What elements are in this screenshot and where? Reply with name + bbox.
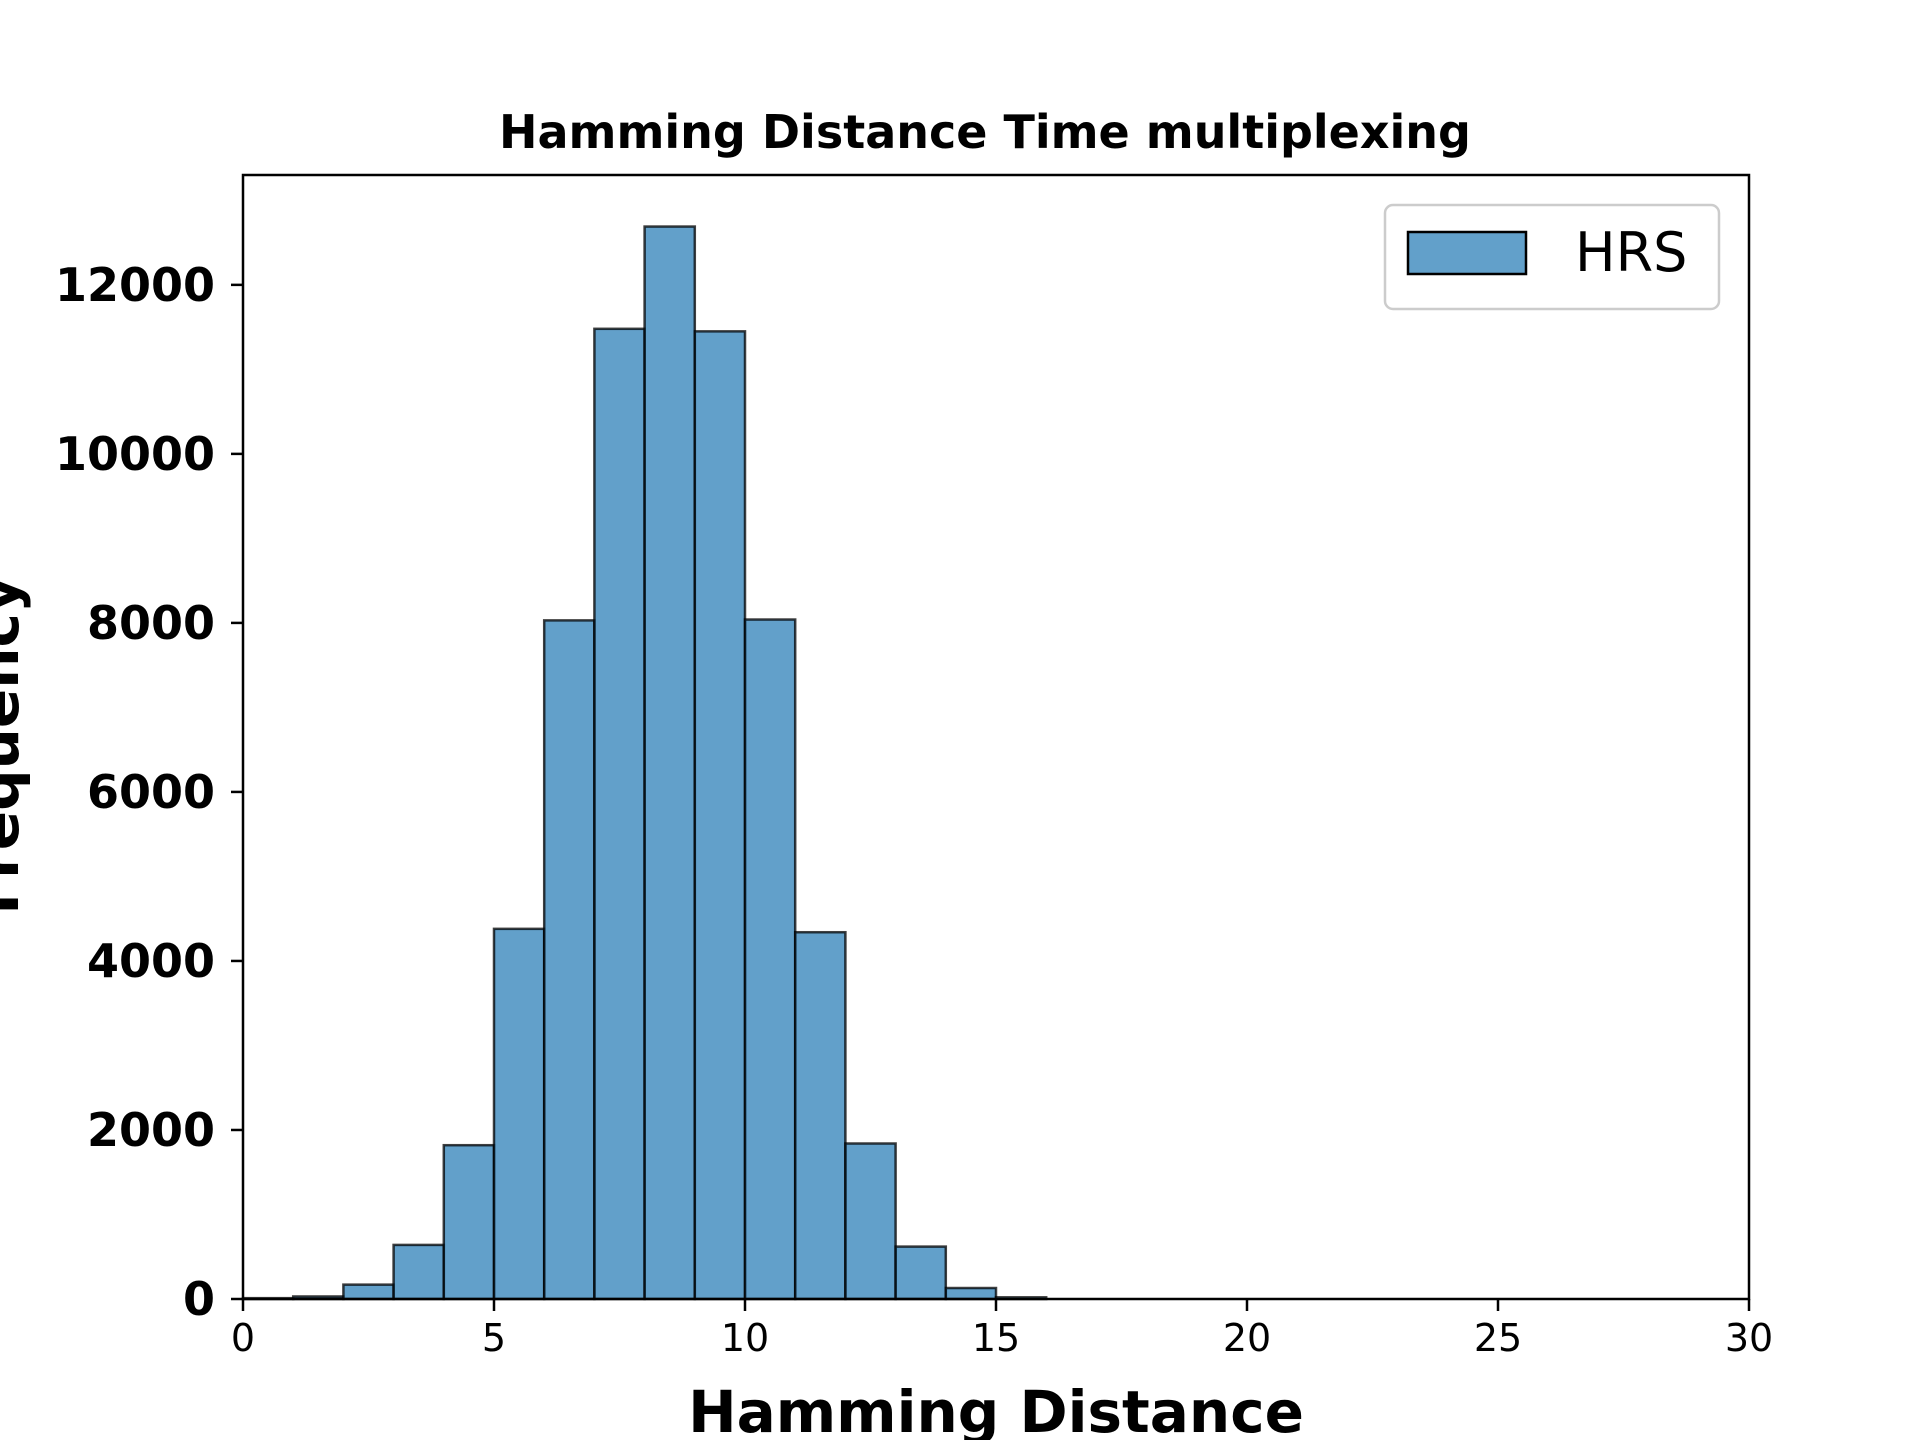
bar-bin-4 <box>442 1143 496 1301</box>
y-tick-label: 12000 <box>55 258 215 312</box>
bar-bin-12 <box>844 1142 897 1301</box>
bar-bin-3 <box>392 1243 446 1301</box>
y-axis-ticks: 0 2000 4000 6000 8000 10000 12000 <box>55 258 243 1326</box>
y-tick-label: 0 <box>183 1272 215 1326</box>
plot-frame <box>241 173 1751 1301</box>
bar-bin-7 <box>593 327 646 1301</box>
x-axis-ticks: 0 5 10 15 20 25 30 <box>231 1299 1773 1360</box>
bar-bin-13 <box>894 1245 948 1301</box>
bar-bin-5 <box>492 927 546 1301</box>
bar-bin-6 <box>542 619 596 1301</box>
y-tick-label: 2000 <box>87 1103 215 1157</box>
legend-label-hrs: HRS <box>1575 221 1687 284</box>
bar-bin-9 <box>693 330 747 1301</box>
bar-bin-14 <box>944 1286 998 1301</box>
chart-title: Hamming Distance Time multiplexing <box>499 105 1471 159</box>
x-tick-label: 20 <box>1223 1316 1271 1360</box>
y-tick-label: 6000 <box>87 765 215 819</box>
bar-bin-8 <box>643 225 697 1301</box>
x-tick-label: 5 <box>482 1316 506 1360</box>
y-tick-label: 8000 <box>87 596 215 650</box>
x-tick-label: 10 <box>721 1316 769 1360</box>
bar-bin-10 <box>743 618 797 1301</box>
x-tick-label: 15 <box>972 1316 1020 1360</box>
bar-bin-11 <box>793 930 847 1301</box>
legend-swatch-hrs <box>1406 230 1528 276</box>
x-tick-label: 25 <box>1474 1316 1522 1360</box>
x-tick-label: 0 <box>231 1316 255 1360</box>
y-tick-label: 4000 <box>87 934 215 988</box>
y-tick-label: 10000 <box>55 427 215 481</box>
bar-bin-2 <box>342 1283 395 1301</box>
x-axis-label: Hamming Distance <box>688 1378 1304 1440</box>
bars-group <box>241 225 1048 1301</box>
x-tick-label: 30 <box>1725 1316 1773 1360</box>
y-axis-label: Frequency <box>0 575 32 914</box>
legend: HRS <box>1383 203 1721 311</box>
